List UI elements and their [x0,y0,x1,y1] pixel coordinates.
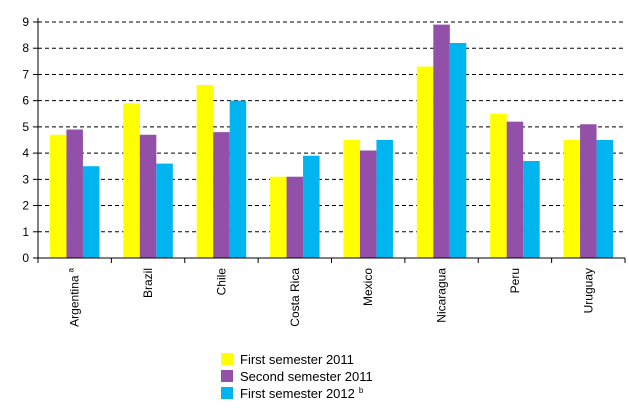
legend-swatch [221,353,233,365]
bar [270,176,287,258]
y-tick-label: 8 [22,41,29,55]
axes [37,18,626,263]
y-tick-label: 0 [22,251,29,265]
category-footnote-marker: a [67,267,76,272]
category-label: Mexico [361,268,375,306]
bar [196,84,214,258]
bar [359,150,377,258]
bar [213,132,230,258]
bar [49,134,67,258]
bar [433,24,450,258]
legend-swatch [221,387,233,399]
y-tick-label: 4 [22,146,29,160]
bar [286,176,304,258]
legend-label: First semester 2012 b [240,386,364,401]
bar [523,160,540,258]
category-label: Argentinaa [67,267,82,326]
bar [563,140,581,258]
category-label: Brazil [141,268,155,298]
bar [156,163,173,258]
legend-footnote-marker: b [359,386,364,395]
bar [449,42,467,258]
bar [229,100,247,259]
y-tick-label: 7 [22,67,29,81]
y-tick-label: 9 [22,15,29,29]
bar [66,129,83,258]
y-axis-ticks: 0 1 2 3 4 5 6 7 8 9 [22,15,38,265]
category-label: Costa Rica [288,268,302,327]
y-tick-label: 5 [22,120,29,134]
bar [596,140,614,258]
bar [303,155,320,258]
bar [343,140,360,258]
bar [82,166,100,258]
bar [376,140,393,258]
bar [416,66,434,258]
bar [506,121,524,259]
y-tick-label: 3 [22,172,29,186]
bar [123,103,140,259]
y-tick-label: 6 [22,94,29,108]
legend-swatch [221,370,233,382]
bars [49,24,614,259]
category-label: Peru [508,268,522,293]
legend-label: Second semester 2011 [240,369,373,384]
bar [580,124,597,259]
legend-label: First semester 2011 [240,352,354,367]
y-tick-label: 2 [22,199,29,213]
bar [490,113,507,259]
x-axis-labels: Argentinaa Brazil Chile Costa Rica Mexico Nic… [67,267,596,326]
category-label: Nicaragua [435,268,449,323]
legend: First semester 2011 Second semester 2011 F… [221,352,373,401]
category-label: Chile [214,268,228,296]
bar [139,134,157,258]
category-label: Uruguay [581,268,595,313]
y-tick-label: 1 [22,225,29,239]
